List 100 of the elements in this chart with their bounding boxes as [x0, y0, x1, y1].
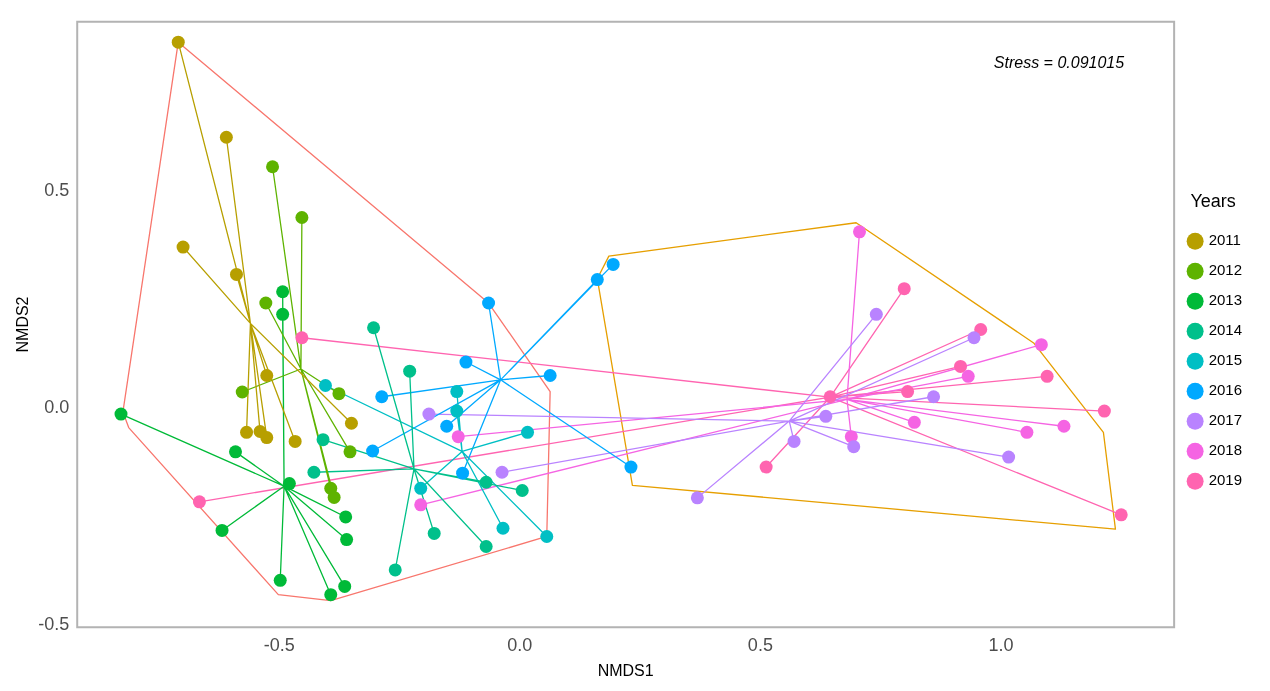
point	[482, 296, 496, 310]
point	[344, 416, 358, 430]
point	[1040, 369, 1054, 383]
point	[324, 588, 338, 602]
point	[869, 307, 883, 321]
point	[176, 240, 190, 254]
point	[316, 433, 330, 447]
point	[440, 419, 454, 433]
point	[273, 573, 287, 587]
point	[114, 407, 128, 421]
point	[823, 390, 837, 404]
point	[521, 425, 535, 439]
point	[332, 387, 346, 401]
point	[327, 490, 341, 504]
point	[495, 465, 509, 479]
point	[1020, 425, 1034, 439]
point	[427, 526, 441, 540]
x-axis-title: NMDS1	[597, 661, 654, 679]
point	[266, 160, 280, 174]
y-tick-label: 0.0	[44, 397, 70, 418]
x-tick-label: -0.5	[263, 634, 295, 655]
point	[479, 539, 493, 553]
y-tick-label: -0.5	[38, 614, 70, 634]
point	[927, 390, 941, 404]
point	[897, 282, 911, 296]
point	[276, 307, 290, 321]
point	[624, 460, 638, 474]
point	[450, 385, 464, 399]
point	[1002, 450, 1016, 464]
point	[388, 563, 402, 577]
point	[954, 359, 968, 373]
point	[229, 267, 243, 281]
legend-label: 2015	[1208, 351, 1243, 369]
point	[459, 355, 473, 369]
point	[295, 211, 309, 225]
point	[422, 407, 436, 421]
point	[759, 460, 773, 474]
point	[235, 385, 249, 399]
point	[219, 130, 233, 144]
point	[901, 385, 915, 399]
point	[282, 477, 296, 491]
point	[1114, 508, 1128, 522]
point	[307, 465, 321, 479]
point	[192, 495, 206, 509]
point	[907, 415, 921, 429]
point	[276, 285, 290, 299]
point	[479, 475, 493, 489]
annotation: Stress = 0.091015	[993, 54, 1125, 72]
point	[229, 445, 242, 459]
point	[215, 523, 229, 537]
point	[543, 368, 557, 382]
point	[295, 331, 309, 345]
point	[450, 404, 464, 418]
x-tick-label: 0.5	[747, 634, 773, 655]
point	[414, 481, 428, 495]
point	[260, 431, 274, 445]
point	[340, 533, 354, 547]
x-tick-label: 1.0	[988, 634, 1014, 655]
point	[606, 257, 620, 271]
point	[240, 425, 254, 439]
point	[414, 498, 428, 512]
y-tick-label: 0.5	[44, 180, 70, 201]
legend-label: 2016	[1208, 381, 1243, 399]
legend-label: 2019	[1208, 471, 1243, 489]
point	[819, 409, 833, 423]
point	[847, 440, 861, 454]
point	[339, 510, 353, 524]
point	[1097, 404, 1111, 418]
point	[961, 369, 975, 383]
point	[260, 368, 274, 382]
x-tick-label: 0.0	[507, 634, 533, 655]
point	[403, 364, 417, 378]
point	[456, 466, 470, 480]
legend-label: 2014	[1208, 321, 1243, 339]
legend-label: 2018	[1208, 441, 1243, 459]
point	[288, 434, 302, 448]
point	[451, 430, 465, 444]
legend-label: 2017	[1208, 411, 1243, 429]
point	[367, 321, 381, 335]
point	[515, 484, 529, 497]
legend-label: 2012	[1208, 261, 1243, 279]
legend-title: Years	[1190, 191, 1236, 212]
point	[496, 521, 510, 535]
legend-label: 2013	[1208, 291, 1243, 309]
y-axis-title: NMDS2	[14, 296, 32, 353]
point	[366, 444, 380, 458]
point	[967, 331, 981, 345]
point	[852, 225, 866, 239]
point	[590, 273, 604, 287]
point	[1057, 419, 1071, 433]
point	[974, 322, 988, 336]
point	[338, 579, 352, 593]
point	[690, 491, 704, 505]
point	[375, 390, 389, 404]
point	[318, 378, 332, 392]
point	[171, 35, 185, 49]
legend-label: 2011	[1208, 231, 1241, 249]
point	[787, 434, 801, 448]
point	[343, 445, 357, 459]
point	[1034, 338, 1048, 352]
